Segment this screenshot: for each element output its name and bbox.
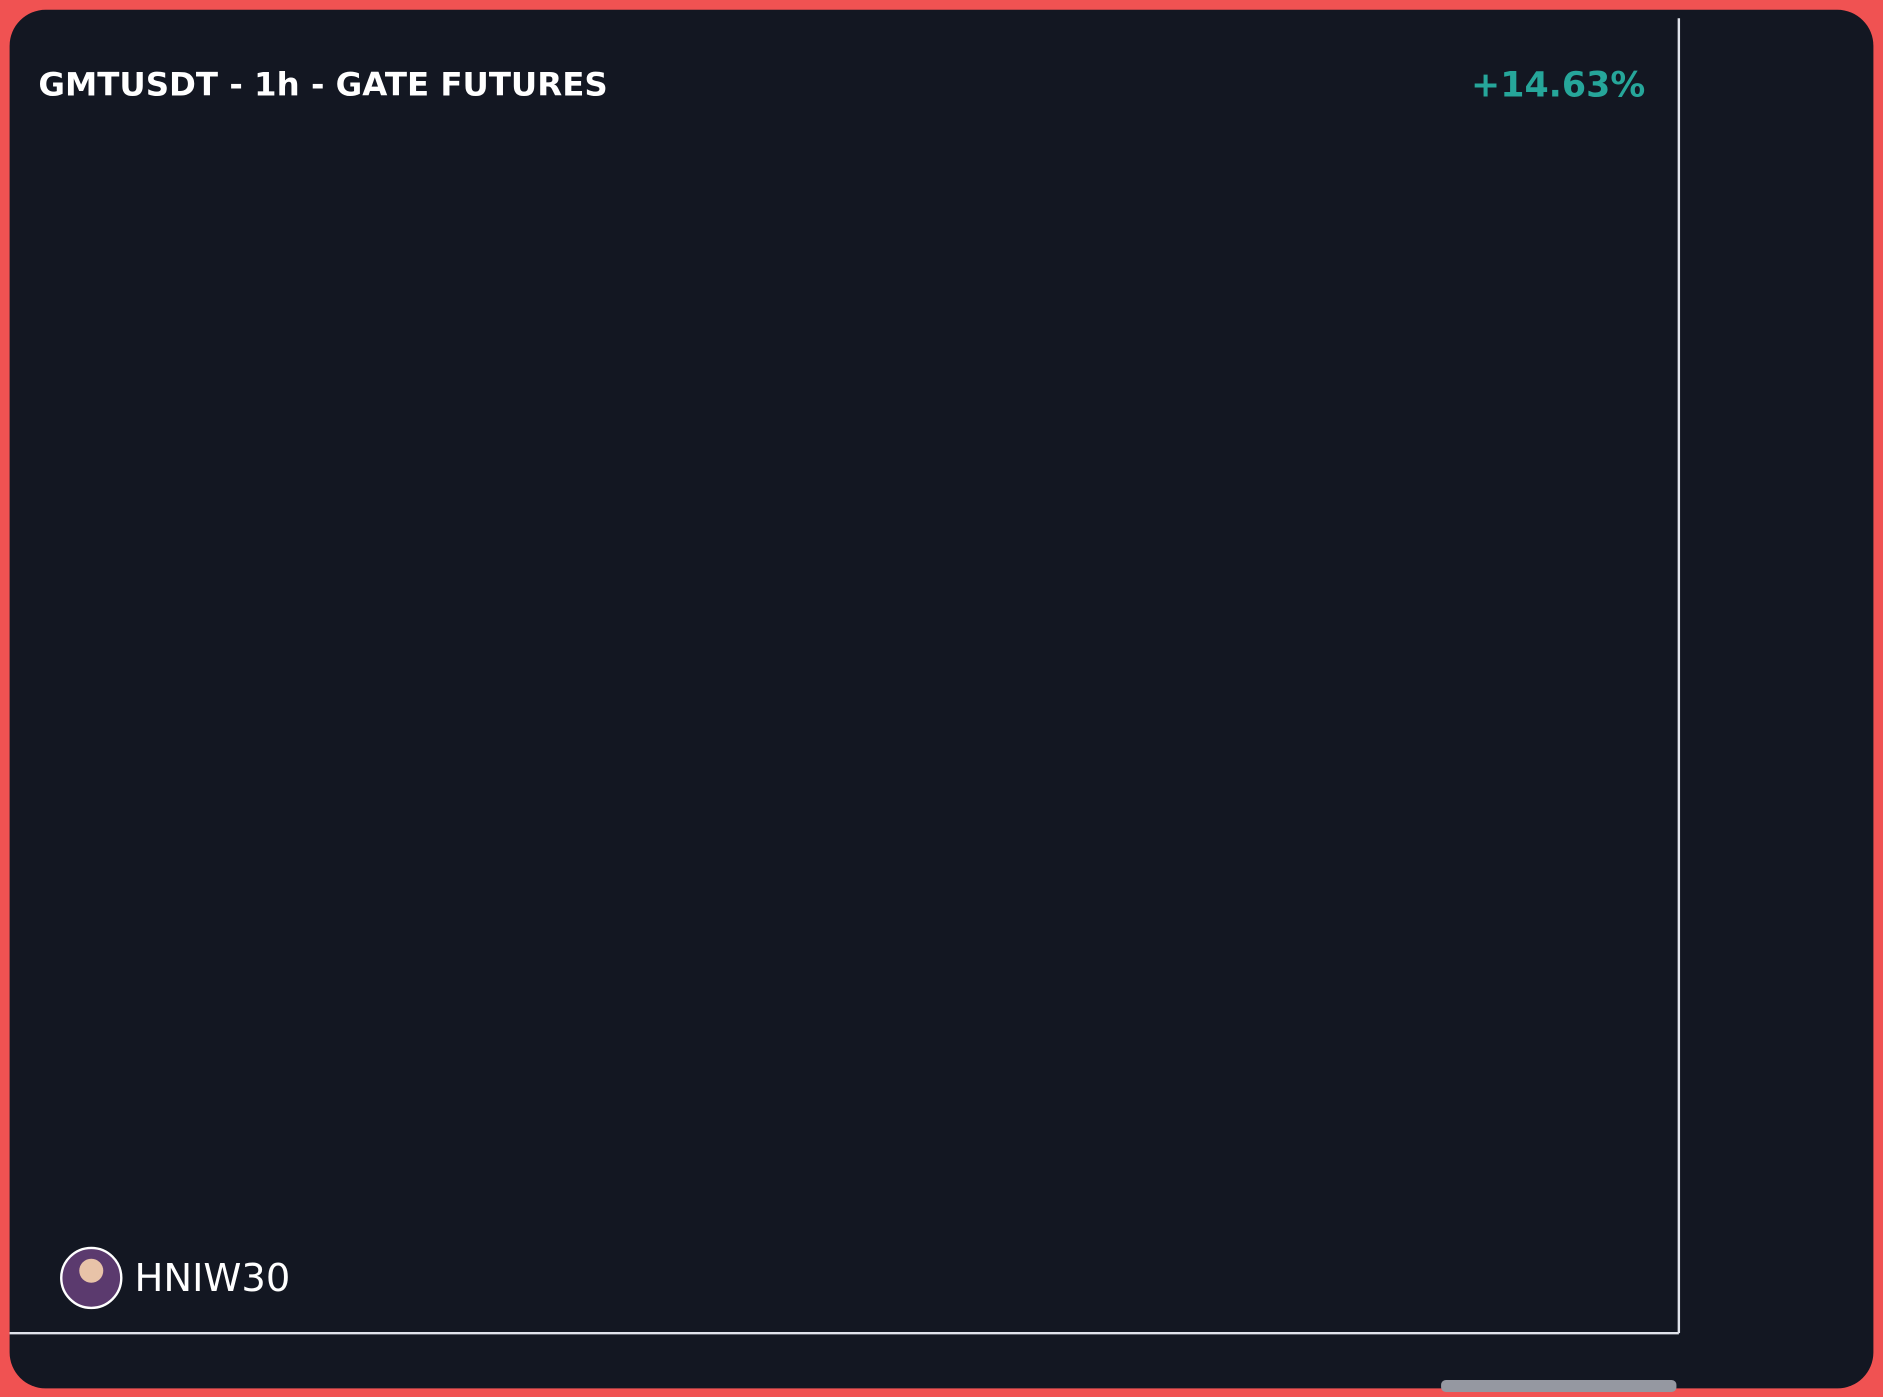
avatar-face xyxy=(79,1258,104,1283)
chart-title: GMTUSDT - 1h - GATE FUTURES xyxy=(38,66,607,104)
scrollbar xyxy=(1441,1380,1677,1393)
watermark: HNIW30 xyxy=(135,1256,291,1301)
change-label: +14.63% xyxy=(1471,66,1645,106)
chart-background xyxy=(9,9,1874,1389)
